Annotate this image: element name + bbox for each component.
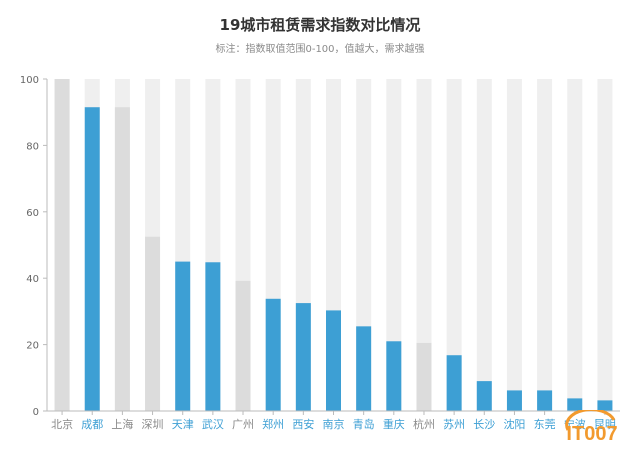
bar xyxy=(145,236,161,411)
bar xyxy=(84,107,100,411)
bar xyxy=(476,381,492,411)
bar xyxy=(175,261,191,411)
x-tick-label: 深圳 xyxy=(142,418,164,431)
bar-track xyxy=(567,79,583,411)
y-tick-label: 0 xyxy=(33,407,39,418)
x-tick-label: 东莞 xyxy=(534,418,556,431)
x-tick-label: 天津 xyxy=(172,418,194,431)
bar xyxy=(114,107,130,411)
bar xyxy=(506,390,522,411)
bar-track xyxy=(506,79,522,411)
chart-title: 19城市租赁需求指数对比情况 xyxy=(219,16,421,34)
bar xyxy=(537,390,553,411)
bar xyxy=(416,342,432,411)
watermark-swoosh xyxy=(565,410,616,431)
x-tick-label: 武汉 xyxy=(202,418,224,431)
x-tick-label: 上海 xyxy=(111,417,133,431)
x-tick-label: 北京 xyxy=(51,417,73,431)
bar xyxy=(386,341,402,411)
bar xyxy=(356,326,372,411)
y-tick-label: 40 xyxy=(26,274,39,285)
x-tick-label: 成都 xyxy=(81,418,103,431)
chart-subtitle: 标注：指数取值范围0-100，值越大，需求越强 xyxy=(215,44,425,55)
x-tick-label: 西安 xyxy=(292,417,314,431)
y-tick-label: 80 xyxy=(26,141,39,152)
watermark-text: IT007 xyxy=(566,423,617,445)
watermark-logo: IT007 xyxy=(565,410,618,445)
bar-track xyxy=(597,79,613,411)
x-tick-label: 南京 xyxy=(323,417,345,431)
bar-track xyxy=(416,79,432,411)
x-tick-label: 郑州 xyxy=(262,417,284,431)
y-tick-label: 20 xyxy=(26,341,39,352)
x-tick-label: 广州 xyxy=(232,418,254,431)
bar-track xyxy=(537,79,553,411)
x-tick-label: 昆明 xyxy=(594,418,616,431)
x-tick-label: 青岛 xyxy=(353,417,375,431)
x-tick-label: 沈阳 xyxy=(503,417,525,431)
y-tick-label: 100 xyxy=(20,75,39,86)
bar xyxy=(235,280,251,411)
bar xyxy=(567,398,583,411)
x-tick-label: 苏州 xyxy=(443,418,465,431)
bar xyxy=(295,303,311,411)
x-tick-label: 杭州 xyxy=(413,417,435,431)
bar xyxy=(54,79,70,411)
bar xyxy=(205,262,221,411)
y-tick-label: 60 xyxy=(26,208,39,219)
x-tick-label: 长沙 xyxy=(473,418,495,431)
bar xyxy=(265,298,281,411)
bar xyxy=(326,310,341,411)
bar xyxy=(446,355,462,411)
x-tick-label: 重庆 xyxy=(383,417,405,431)
bar-track xyxy=(446,79,462,411)
bar-track xyxy=(386,79,402,411)
bar-track xyxy=(476,79,492,411)
bar xyxy=(597,400,613,411)
